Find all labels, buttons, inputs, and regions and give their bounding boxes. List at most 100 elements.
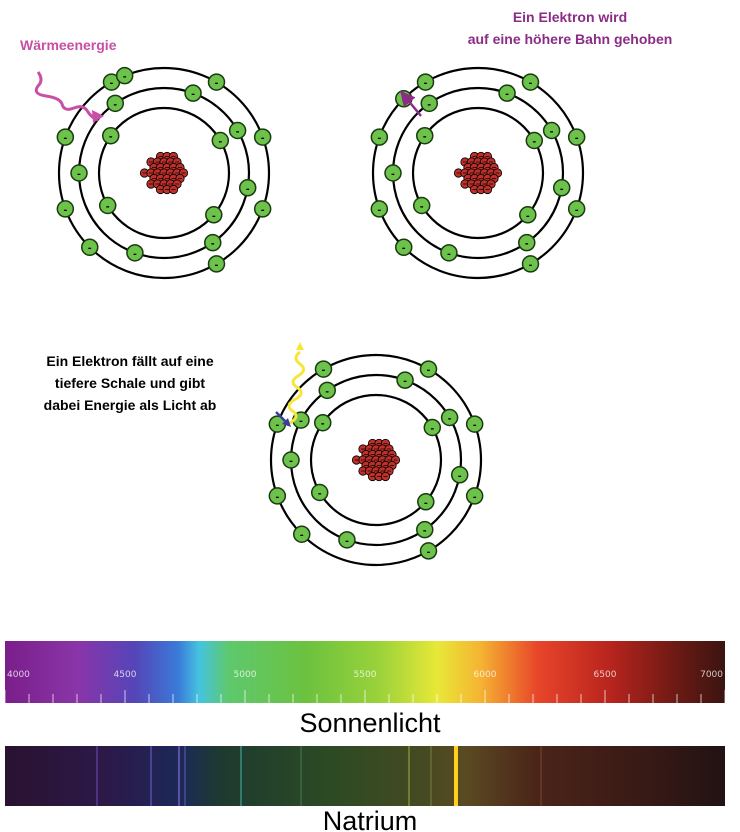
electron: - [525,131,544,150]
electron: - [465,415,484,433]
heat-energy-arrow [34,71,104,123]
svg-text:-: - [325,385,329,397]
svg-text:-: - [218,136,222,148]
electron-shell [371,66,585,280]
svg-text:-: - [424,77,428,89]
electron: - [70,164,88,182]
svg-text:-: - [529,77,533,89]
electron: - [395,90,413,108]
nucleus [139,151,189,195]
electron: - [310,483,329,502]
svg-text:-: - [447,248,451,260]
spectrum-tick-label: 7000 [700,670,723,680]
nucleus [351,438,401,482]
sodium-caption: Natrium [323,806,418,832]
electron: - [253,128,272,146]
svg-text:-: - [261,132,265,144]
electron: - [542,121,561,140]
svg-text:-: - [109,131,113,143]
emission-line [178,746,180,806]
svg-text:-: - [403,375,407,387]
electron: - [440,408,459,427]
svg-text:-: - [261,204,265,216]
svg-text:-: - [575,204,579,216]
electron-shell [97,106,231,240]
svg-text:-: - [560,183,564,195]
electron: - [253,200,272,218]
electron: - [384,164,402,182]
emission-label-line3: dabei Energie als Licht ab [44,397,217,413]
svg-text:-: - [377,204,381,216]
svg-text:-: - [473,491,477,503]
electron: - [519,206,537,224]
emission-line [300,746,302,806]
electron: - [450,466,469,484]
svg-text:-: - [113,98,117,110]
electron: - [102,126,120,145]
electron: - [521,73,540,91]
electron: - [552,179,571,197]
svg-text:-: - [505,88,509,100]
electron: - [293,525,311,543]
electron: - [465,487,484,505]
svg-text:-: - [63,204,67,216]
svg-text:-: - [448,413,452,425]
electron: - [318,381,336,400]
electron: - [115,66,134,85]
electron-shell [57,66,271,280]
svg-text:-: - [300,529,304,541]
svg-text:-: - [275,491,279,503]
atom-ground-state: ------------ -------- [56,66,272,280]
svg-text:-: - [529,259,533,271]
svg-text:-: - [215,259,219,271]
excited-label-line2: auf eine höhere Bahn gehoben [468,31,673,47]
electron: - [238,179,257,197]
electron: - [338,531,356,549]
electron: - [314,413,332,432]
svg-text:-: - [427,546,431,558]
svg-text:-: - [427,98,431,110]
svg-text:-: - [427,364,431,376]
electron-shell [309,393,443,527]
svg-text:-: - [106,201,110,213]
electron: - [207,255,226,273]
photon-wave [287,342,305,426]
electron: - [126,244,144,262]
spectrum-tick-label: 4000 [7,670,30,680]
electron: - [416,520,434,539]
sunlight-caption: Sonnenlicht [299,708,441,738]
svg-text:-: - [575,132,579,144]
svg-text:-: - [423,525,427,537]
emission-line [150,746,152,806]
emission-label-line2: tiefere Schale und gibt [55,375,205,391]
emission-label-line1: Ein Elektron fällt auf eine [46,353,213,369]
electron: - [395,238,413,256]
svg-text:-: - [525,238,529,250]
spectrum-tick-label: 5500 [354,670,377,680]
svg-text:-: - [322,364,326,376]
electron: - [518,233,536,252]
electron: - [282,451,300,469]
electron: - [440,244,458,262]
electron-shell [411,106,545,240]
svg-text:-: - [458,470,462,482]
electron: - [204,233,222,252]
emission-line [408,746,410,806]
spectrum-ticks: 4000 4500 5000 5500 6000 6500 7000 [4,670,726,703]
electron: - [498,84,516,102]
spectrum-tick-label: 5000 [234,670,257,680]
svg-text:-: - [424,497,428,509]
svg-text:-: - [299,415,303,427]
electron: - [419,360,438,378]
svg-text:-: - [473,419,477,431]
electron: - [205,206,223,224]
svg-text:-: - [275,419,279,431]
electron: - [81,238,99,256]
electron: - [567,200,586,218]
electron: - [370,128,389,146]
sodium-spectrum [5,746,725,806]
nucleus [453,151,503,195]
spectrum-tick-label: 6000 [474,670,497,680]
svg-text:-: - [63,132,67,144]
emission-line [540,746,542,806]
